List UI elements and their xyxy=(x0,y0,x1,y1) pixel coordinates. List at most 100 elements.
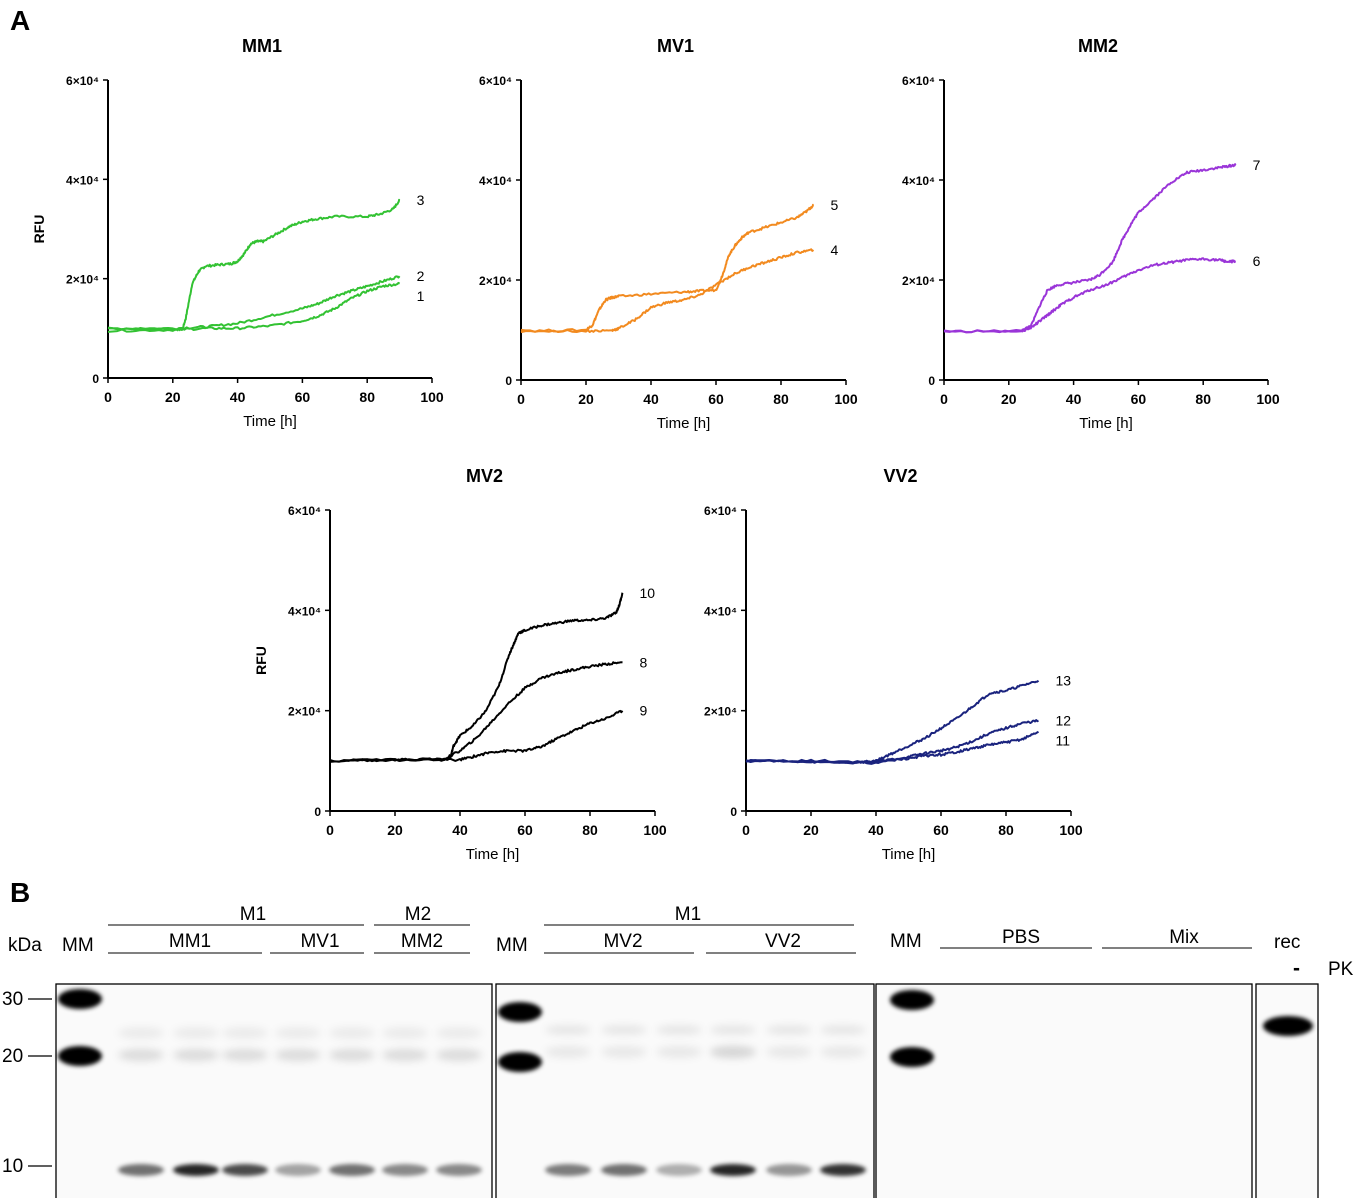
y-tick-label: 0 xyxy=(92,372,99,386)
marker-band xyxy=(498,1002,542,1022)
series-line-11 xyxy=(745,730,1040,765)
marker-band xyxy=(890,1047,934,1067)
y-axis-label: RFU xyxy=(253,646,269,675)
band-25kda xyxy=(222,1027,268,1039)
band-10kda xyxy=(601,1164,647,1176)
marker-band xyxy=(890,990,934,1010)
band-25kda xyxy=(820,1025,866,1035)
band-20kda xyxy=(656,1046,702,1058)
pk-minus-label: - xyxy=(1293,957,1300,980)
x-tick-label: 60 xyxy=(708,391,724,407)
x-axis-label: Time [h] xyxy=(466,846,520,863)
marker-band xyxy=(498,1052,542,1072)
chart-title: MM2 xyxy=(1078,36,1118,56)
band-20kda xyxy=(275,1049,321,1061)
series-line-12 xyxy=(745,719,1039,764)
band-10kda xyxy=(275,1164,321,1176)
x-tick-label: 40 xyxy=(643,391,659,407)
sub-mm2-label: MM2 xyxy=(401,931,443,952)
series-label-6: 6 xyxy=(1253,253,1261,269)
blot-bands xyxy=(58,989,1313,1176)
panel-a-label: A xyxy=(10,5,30,36)
series-line-1 xyxy=(107,281,401,333)
kda-tick-10: 10 xyxy=(2,1156,23,1177)
series-label-11: 11 xyxy=(1056,733,1071,749)
band-20kda xyxy=(118,1049,164,1061)
x-tick-label: 40 xyxy=(452,822,468,838)
band-20kda xyxy=(820,1046,866,1058)
series-line-7 xyxy=(943,163,1237,334)
y-tick-label: 6×10⁴ xyxy=(288,504,321,518)
series-line-9 xyxy=(329,709,624,763)
marker-band xyxy=(58,1046,102,1066)
x-tick-label: 80 xyxy=(1195,391,1211,407)
band-25kda xyxy=(601,1025,647,1035)
x-tick-label: 60 xyxy=(1131,391,1147,407)
x-tick-label: 40 xyxy=(1066,391,1082,407)
mm-label-3: MM xyxy=(890,931,922,952)
x-tick-label: 20 xyxy=(165,389,181,405)
band-20kda xyxy=(329,1049,375,1061)
y-axis-label: RFU xyxy=(31,215,47,244)
band-10kda xyxy=(545,1164,591,1176)
sub-pbs-label: PBS xyxy=(1002,927,1040,948)
y-tick-label: 0 xyxy=(314,805,321,819)
chart-2: MM2 0 20 40 60 80 100 0 2×10⁴ 4×10⁴ 6×10⁴ Time [h] 7… xyxy=(902,36,1280,432)
mm-label-2: MM xyxy=(496,935,528,956)
y-tick-label: 2×10⁴ xyxy=(902,274,935,288)
series-line-5 xyxy=(520,203,814,334)
mm-label-1: MM xyxy=(62,935,94,956)
kda-tick-20: 20 xyxy=(2,1046,23,1067)
series-line-2 xyxy=(107,275,401,331)
series-line-6 xyxy=(943,257,1237,334)
y-tick-label: 0 xyxy=(730,805,737,819)
band-20kda xyxy=(382,1049,428,1061)
y-tick-label: 2×10⁴ xyxy=(479,274,512,288)
x-tick-label: 60 xyxy=(933,822,949,838)
x-tick-label: 0 xyxy=(517,391,525,407)
chart-4: VV2 0 20 40 60 80 100 0 2×10⁴ 4×10⁴ 6×10⁴ Time [h] 1… xyxy=(704,466,1083,863)
series-line-4 xyxy=(520,248,815,333)
x-tick-label: 60 xyxy=(295,389,311,405)
series-label-10: 10 xyxy=(640,585,656,601)
band-25kda xyxy=(766,1025,812,1035)
x-tick-label: 60 xyxy=(517,822,533,838)
series-line-13 xyxy=(745,679,1040,764)
series-label-12: 12 xyxy=(1056,713,1072,729)
western-blot: kDa MM M1 M2 MM1 MV1 MM2 MM M1 MV2 VV2 M… xyxy=(2,904,1354,1198)
band-10kda xyxy=(329,1164,375,1176)
x-tick-label: 40 xyxy=(868,822,884,838)
sub-mv2-label: MV2 xyxy=(603,931,642,952)
membrane-3 xyxy=(875,983,1253,1198)
band-10kda xyxy=(436,1164,482,1176)
y-tick-label: 4×10⁴ xyxy=(288,604,321,618)
x-tick-label: 100 xyxy=(420,389,444,405)
y-tick-label: 2×10⁴ xyxy=(288,705,321,719)
band-10kda xyxy=(382,1164,428,1176)
y-tick-label: 4×10⁴ xyxy=(479,174,512,188)
chart-1: MV1 0 20 40 60 80 100 0 2×10⁴ 4×10⁴ 6×10⁴ Time [h] 5… xyxy=(479,36,858,432)
x-tick-label: 80 xyxy=(998,822,1014,838)
sub-vv2-label: VV2 xyxy=(765,931,801,952)
series-label-13: 13 xyxy=(1056,673,1072,689)
y-tick-label: 0 xyxy=(505,374,512,388)
y-tick-label: 0 xyxy=(928,374,935,388)
x-tick-label: 80 xyxy=(773,391,789,407)
band-25kda xyxy=(545,1025,591,1035)
band-25kda xyxy=(382,1027,428,1039)
series-line-8 xyxy=(329,661,623,763)
chart-title: VV2 xyxy=(883,466,917,486)
x-axis-label: Time [h] xyxy=(882,846,936,863)
series-label-5: 5 xyxy=(831,197,839,213)
band-20kda xyxy=(545,1046,591,1058)
kda-label: kDa xyxy=(8,935,42,956)
x-axis-label: Time [h] xyxy=(243,413,297,430)
group-m1b-label: M1 xyxy=(675,904,701,925)
rec-band xyxy=(1263,1016,1313,1036)
y-tick-label: 2×10⁴ xyxy=(704,705,737,719)
band-10kda xyxy=(118,1164,164,1176)
chart-title: MM1 xyxy=(242,36,282,56)
x-tick-label: 0 xyxy=(104,389,112,405)
